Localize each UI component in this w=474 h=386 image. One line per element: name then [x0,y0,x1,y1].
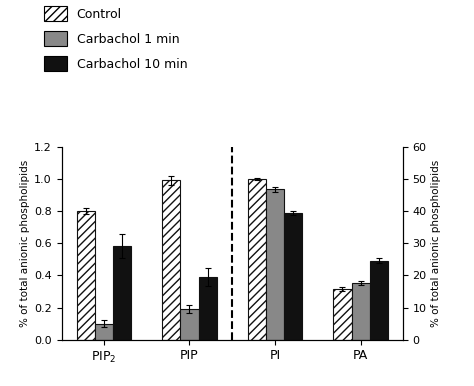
Bar [333,289,352,340]
Bar [113,246,131,340]
Bar [352,283,370,340]
Bar [95,323,113,340]
Legend: Control, Carbachol 1 min, Carbachol 10 min: Control, Carbachol 1 min, Carbachol 10 m… [44,6,187,71]
Bar [77,211,95,340]
Bar [181,309,199,340]
Bar [248,179,266,340]
Bar [284,213,302,340]
Bar [370,261,388,340]
Bar [162,181,181,340]
Y-axis label: % of total anionic phospholipids: % of total anionic phospholipids [431,159,441,327]
Bar [199,277,217,340]
Bar [266,189,284,340]
Y-axis label: % of total anionic phospholipids: % of total anionic phospholipids [20,159,30,327]
